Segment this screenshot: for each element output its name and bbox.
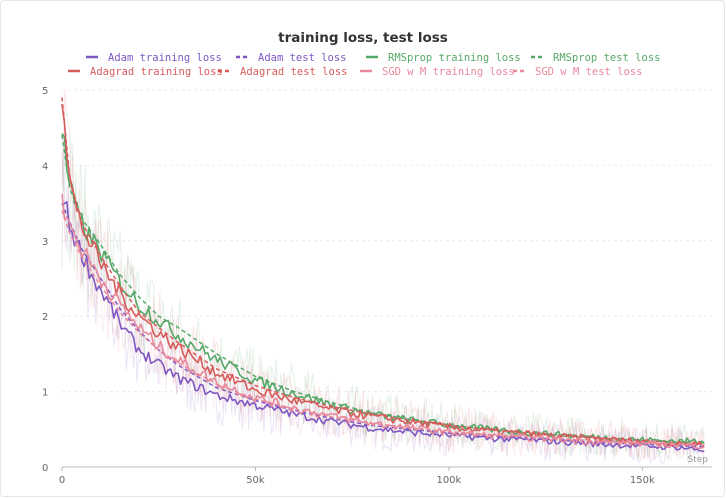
- axis-layer: 0 1 2 3 4 5 0 50k 100k 150k Step: [42, 86, 712, 486]
- series-line-rmsprop-training-loss: [61, 133, 705, 445]
- series-layer: [61, 97, 705, 453]
- raw-noise-layer: [61, 89, 705, 466]
- legend-label: Adam test loss: [258, 52, 347, 64]
- series-line-sgd-w-m-test-loss: [61, 210, 705, 446]
- raw-noise-rmsprop-training-loss: [61, 128, 705, 461]
- legend-item-sgd-w-m-training-loss[interactable]: SGD w M training loss: [360, 66, 515, 78]
- legend-item-rmsprop-test-loss[interactable]: RMSprop test loss: [531, 52, 660, 64]
- legend-label: SGD w M training loss: [382, 66, 515, 78]
- y-tick-label: 1: [42, 388, 48, 399]
- grid-layer: [62, 89, 712, 393]
- y-tick-label: 5: [42, 86, 48, 97]
- x-tick-label: 150k: [630, 475, 655, 486]
- series-line-adagrad-training-loss: [61, 103, 705, 447]
- legend-item-adagrad-training-loss[interactable]: Adagrad training loss: [68, 66, 223, 78]
- legend-label: Adagrad training loss: [90, 66, 223, 78]
- legend-item-rmsprop-training-loss[interactable]: RMSprop training loss: [366, 52, 521, 64]
- legend-label: RMSprop test loss: [553, 52, 660, 64]
- y-tick-label: 2: [42, 312, 48, 323]
- legend-item-adam-test-loss[interactable]: Adam test loss: [236, 52, 347, 64]
- y-tick-label: 0: [42, 463, 48, 474]
- x-tick-label: 100k: [436, 475, 461, 486]
- legend-item-adagrad-test-loss[interactable]: Adagrad test loss: [218, 66, 347, 78]
- legend-label: SGD w M test loss: [535, 66, 642, 78]
- legend[interactable]: Adam training loss Adam test loss RMSprop …: [68, 52, 660, 78]
- legend-item-adam-training-loss[interactable]: Adam training loss: [86, 52, 222, 64]
- legend-label: Adam training loss: [108, 52, 222, 64]
- legend-label: Adagrad test loss: [240, 66, 347, 78]
- y-tick-label: 4: [42, 161, 48, 172]
- x-tick-label: 0: [59, 475, 65, 486]
- x-axis-label: Step: [688, 455, 709, 465]
- series-line-rmsprop-test-loss: [61, 135, 705, 444]
- raw-noise-adam-training-loss: [61, 139, 705, 466]
- series-line-sgd-w-m-training-loss: [61, 193, 705, 450]
- x-tick-label: 50k: [246, 475, 265, 486]
- series-line-adam-test-loss: [61, 202, 705, 448]
- raw-noise-sgd-w-m-training-loss: [61, 151, 705, 462]
- chart-title: training loss, test loss: [278, 30, 448, 46]
- legend-item-sgd-w-m-test-loss[interactable]: SGD w M test loss: [513, 66, 642, 78]
- y-tick-label: 3: [42, 237, 48, 248]
- series-line-adam-training-loss: [61, 201, 705, 453]
- legend-label: RMSprop training loss: [388, 52, 521, 64]
- series-line-adagrad-test-loss: [61, 97, 705, 446]
